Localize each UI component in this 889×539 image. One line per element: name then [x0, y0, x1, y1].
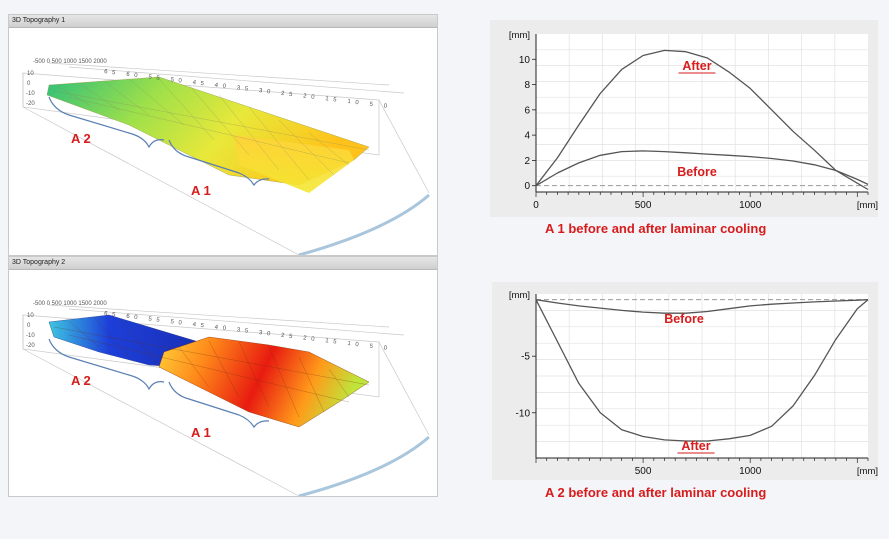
chart-a1: 0 2 4 6 8 10 0 500 1000 [mm] [mm] After Before: [509, 30, 878, 211]
zone-a2-bracket: [48, 338, 165, 391]
zone-a1-bracket: [168, 381, 270, 429]
x-tick-label: 1000: [739, 200, 762, 211]
topography-2-z-label: 10: [27, 313, 34, 319]
topography-1-z-label: -20: [26, 101, 35, 107]
x-axis-label: [mm]: [857, 466, 878, 477]
series-line-before: [535, 299, 869, 314]
series-line-after: [535, 299, 869, 442]
y-tick-label: 6: [524, 105, 530, 116]
annotation-after: After: [682, 59, 711, 73]
series-line-after: [535, 49, 869, 191]
y-tick-label: -10: [516, 408, 531, 419]
chart-a1-box: 0 2 4 6 8 10 0 500 1000 [mm] [mm] After Before: [490, 20, 878, 217]
series-line-before: [535, 150, 869, 187]
topography-2-z-label: 0: [27, 323, 31, 329]
y-tick-label: 10: [519, 55, 531, 66]
zone-a1-label: A 1: [191, 183, 211, 198]
topography-2-title: 3D Topography 2: [9, 257, 437, 270]
topography-1-z-label: -10: [26, 91, 35, 97]
topography-2-plot: -500 0 500 1000 1500 2000 65 60 55 50 45…: [22, 301, 430, 496]
zone-a2-label: A 2: [71, 131, 91, 146]
chart-a2-box: -5 -10 500 1000 [mm] [mm] Before After: [492, 282, 878, 480]
annotation-before: Before: [677, 165, 717, 179]
y-tick-label: -5: [521, 352, 530, 363]
topography-2-z-label: -20: [26, 343, 35, 349]
chart-a2: -5 -10 500 1000 [mm] [mm] Before After: [509, 290, 878, 477]
x-tick-label: 500: [635, 466, 652, 477]
zone-a1-bracket: [168, 139, 270, 187]
topography-1-axis-top: -500 0 500 1000 1500 2000: [33, 59, 107, 65]
topography-1-plot: -500 0 500 1000 1500 2000 65 60 55 50 45…: [22, 59, 430, 255]
topography-1-panel: 3D Topography 1: [8, 14, 438, 256]
topography-2-z-label: -10: [26, 333, 35, 339]
topography-1-grid: [22, 62, 430, 255]
topography-2-axis-top: -500 0 500 1000 1500 2000: [33, 301, 107, 307]
y-tick-label: 2: [524, 156, 530, 167]
chart-a1-caption: A 1 before and after laminar cooling: [545, 221, 767, 236]
y-tick-label: 0: [524, 181, 530, 192]
topography-2-surface-high: [158, 336, 370, 428]
y-axis-label: [mm]: [509, 30, 530, 41]
topography-2-panel: 3D Topography 2: [8, 256, 438, 497]
x-tick-label: 500: [635, 200, 652, 211]
x-tick-label: 1000: [739, 466, 762, 477]
topography-1-title: 3D Topography 1: [9, 15, 437, 28]
topography-2-grid: [22, 304, 430, 496]
topography-1-z-label: 10: [27, 71, 34, 77]
annotation-before: Before: [664, 312, 704, 326]
y-tick-label: 4: [524, 131, 530, 142]
y-tick-label: 8: [524, 80, 530, 91]
x-tick-label: 0: [533, 200, 539, 211]
topography-1-z-label: 0: [27, 81, 31, 87]
chart-a2-caption: A 2 before and after laminar cooling: [545, 485, 767, 500]
zone-a2-bracket: [48, 96, 165, 149]
y-axis-label: [mm]: [509, 290, 530, 301]
annotation-after: After: [681, 439, 710, 453]
zone-a1-label: A 1: [191, 425, 211, 440]
x-axis-label: [mm]: [857, 200, 878, 211]
zone-a2-label: A 2: [71, 373, 91, 388]
